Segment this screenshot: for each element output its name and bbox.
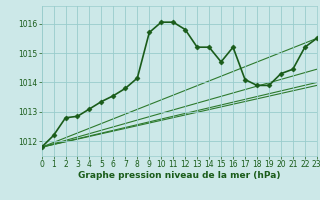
X-axis label: Graphe pression niveau de la mer (hPa): Graphe pression niveau de la mer (hPa) (78, 171, 280, 180)
